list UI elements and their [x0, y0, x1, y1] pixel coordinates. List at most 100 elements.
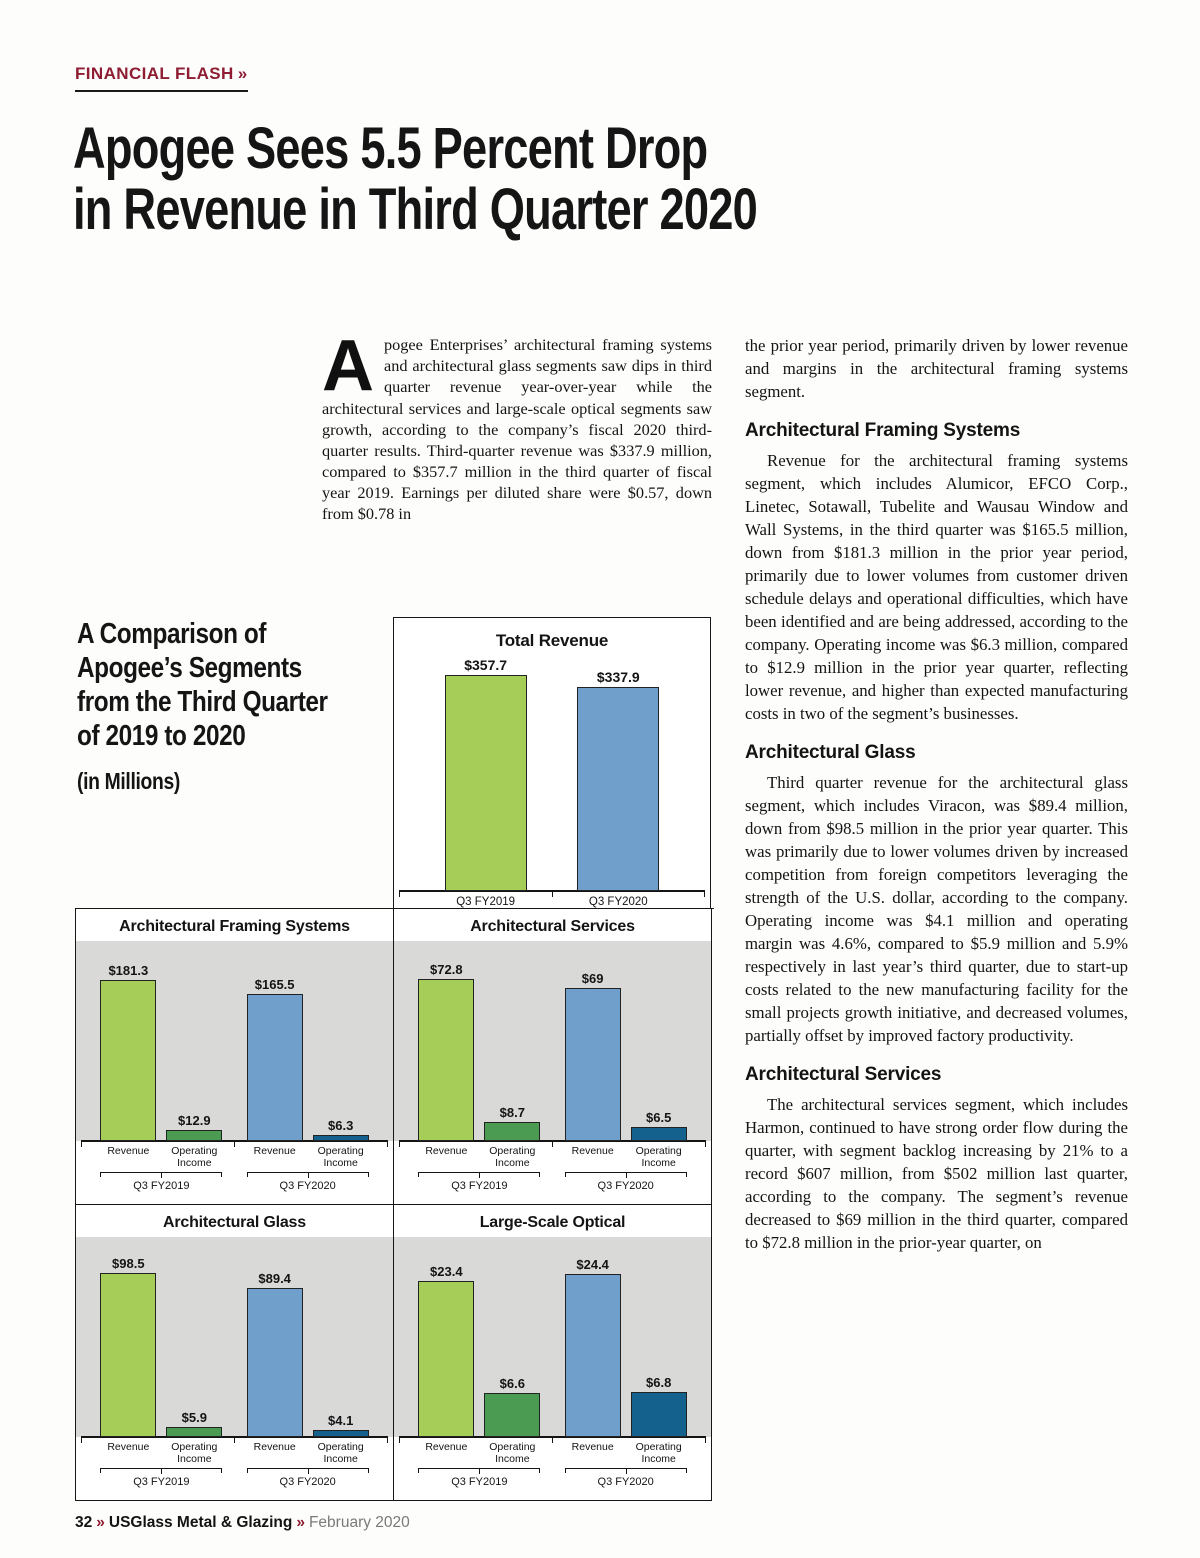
headline-line-2: in Revenue in Third Quarter 2020 [73, 177, 758, 243]
axis-tick [234, 1438, 235, 1443]
publication-name: USGlass Metal & Glazing [108, 1514, 293, 1531]
bar-value-label: $181.3 [108, 962, 149, 978]
group-bracket [246, 1172, 369, 1179]
chart-title: Architectural Framing Systems [119, 918, 350, 935]
bar-rect [246, 1288, 303, 1437]
chart-title: Architectural Glass [163, 1214, 306, 1231]
chart-body: $181.3 $12.9 Revenue Operating Income Q3 FY2… [76, 941, 393, 1192]
axis-tick [234, 1142, 235, 1147]
group-label: Q3 FY2019 [456, 896, 516, 908]
segment-charts-grid: Architectural Framing Systems $181.3 $12.… [75, 908, 714, 1501]
page-title: Apogee Sees 5.5 Percent Drop in Revenue … [73, 116, 758, 243]
group-label: Q3 FY2019 [451, 1476, 508, 1489]
comparison-heading: A Comparison of Apogee’s Segments from t… [77, 618, 387, 795]
axis-tick [551, 892, 553, 897]
bars-row: $357.7 [444, 656, 527, 891]
axis-tick [552, 1438, 553, 1443]
bar-axis-label: Operating Income [635, 1145, 682, 1170]
chart-group: $337.9 Q3 FY2020 [577, 656, 660, 908]
axis-tick [387, 1142, 388, 1147]
bar-axis-labels: Revenue Operating Income [565, 1441, 687, 1465]
bar-axis-label: Revenue [571, 1441, 614, 1453]
page-number: 32 [75, 1514, 93, 1531]
bar: $72.8 [418, 941, 475, 1141]
chart-group: $165.5 $6.3 Revenue Operating Income Q3 FY20… [246, 941, 369, 1192]
bar-axis-label: Revenue [253, 1441, 296, 1453]
headline-line-1: Apogee Sees 5.5 Percent Drop [73, 116, 708, 181]
bar-value-label: $24.4 [576, 1257, 609, 1273]
chart-title: Total Revenue [495, 631, 609, 650]
bar: $6.5 [630, 941, 687, 1141]
group-label: Q3 FY2020 [588, 896, 648, 908]
group-bracket [100, 1468, 223, 1475]
axis-tick [705, 1142, 706, 1147]
bar-rect [418, 1281, 475, 1437]
bar-axis-label: Operating Income [635, 1441, 682, 1466]
axis-tick [81, 1438, 82, 1443]
article-right-column: the prior year period, primarily driven … [745, 334, 1128, 1254]
bar: $8.7 [484, 941, 541, 1141]
bar-value-label: $4.1 [328, 1413, 354, 1429]
chart-architectural-glass: Architectural Glass $98.5 $5.9 Revenue Oper… [76, 1205, 394, 1501]
group-bracket [418, 1172, 541, 1179]
bar-value-label: $98.5 [112, 1255, 145, 1271]
double-chevron-icon: » [96, 1514, 105, 1531]
bar-rect [312, 1430, 369, 1437]
bar-rect [444, 675, 527, 891]
bar-value-label: $165.5 [254, 976, 295, 992]
chart-plot: $23.4 $6.6 Revenue Operating Income Q3 FY201… [394, 1237, 711, 1488]
bar-rect [246, 993, 303, 1141]
bars-row: $89.4 $4.1 [246, 1237, 369, 1437]
bar: $6.8 [630, 1237, 687, 1437]
chart-architectural-services: Architectural Services $72.8 $8.7 Revenue O… [394, 909, 712, 1205]
bar-axis-labels: Revenue Operating Income [418, 1145, 540, 1169]
bar-axis-label: Revenue [425, 1145, 468, 1157]
section-architectural-services: Architectural Services The architectural… [745, 1062, 1128, 1254]
bar: $181.3 [100, 941, 157, 1141]
bar-axis-labels: Revenue Operating Income [100, 1145, 222, 1169]
bar-rect [630, 1126, 687, 1141]
bar-axis-label: Operating Income [171, 1145, 218, 1170]
bar-rect [484, 1121, 541, 1141]
bar-rect [484, 1393, 541, 1437]
bar: $5.9 [166, 1237, 223, 1437]
bar: $69 [564, 941, 621, 1141]
bar-axis-label: Operating Income [317, 1441, 364, 1466]
bar-value-label: $89.4 [258, 1271, 291, 1286]
chart-title: Architectural Services [470, 918, 635, 935]
bar-rect [312, 1135, 369, 1141]
axis-tick [399, 1142, 400, 1147]
chart-group: $181.3 $12.9 Revenue Operating Income Q3 FY2… [100, 941, 223, 1192]
chart-body: $23.4 $6.6 Revenue Operating Income Q3 FY201… [394, 1237, 711, 1488]
comparison-line-1: A Comparison of [77, 618, 267, 650]
bar-axis-label: Revenue [571, 1145, 614, 1157]
bar: $24.4 [564, 1237, 621, 1437]
comparison-line-4: of 2019 to 2020 [77, 719, 246, 752]
bar-axis-label: Revenue [107, 1145, 150, 1157]
chart-plot: $357.7 Q3 FY2019 $337.9 Q3 FY2020 [394, 656, 710, 908]
chart-group: $98.5 $5.9 Revenue Operating Income Q3 FY201… [100, 1237, 223, 1489]
section-body: The architectural services segment, whic… [745, 1095, 1128, 1253]
chart-baseline [399, 1140, 706, 1147]
bar-rect [564, 1274, 621, 1437]
group-bracket [564, 1172, 687, 1179]
group-label: Q3 FY2019 [133, 1476, 190, 1489]
bar-rect [577, 687, 660, 891]
axis-tick [387, 1438, 388, 1443]
bar: $6.3 [312, 941, 369, 1141]
bar-axis-label: Operating Income [317, 1145, 364, 1170]
chart-group: $24.4 $6.8 Revenue Operating Income Q3 FY202… [564, 1237, 687, 1488]
bar-axis-label: Revenue [107, 1441, 150, 1453]
bar-value-label: $6.6 [499, 1376, 525, 1391]
bar: $4.1 [312, 1237, 369, 1437]
bar-rect [100, 1272, 157, 1437]
axis-tick [399, 1438, 400, 1443]
bars-row: $23.4 $6.6 [418, 1237, 541, 1437]
chart-title: Large-Scale Optical [479, 1214, 626, 1231]
kicker: FINANCIAL FLASH» [75, 64, 248, 92]
group-label: Q3 FY2020 [597, 1180, 654, 1193]
bars-row: $69 $6.5 [564, 941, 687, 1141]
continuation-paragraph: the prior year period, primarily driven … [745, 336, 1128, 401]
chart-group: $72.8 $8.7 Revenue Operating Income Q3 FY201… [418, 941, 541, 1192]
